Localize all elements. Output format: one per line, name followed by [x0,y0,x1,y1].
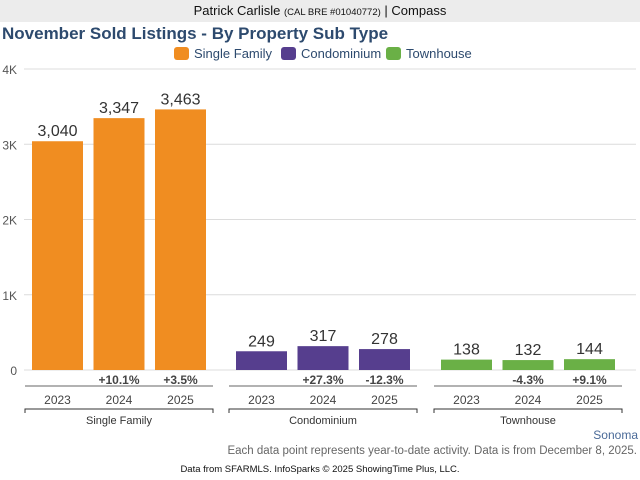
data-label: 144 [576,341,603,358]
data-credit: Data from SFARMLS. InfoSparks © 2025 Sho… [180,464,460,475]
x-tick-label: 2025 [371,393,398,407]
change-label: +10.1% [98,373,139,387]
bar-condominium-2025 [359,349,410,370]
y-tick-label: 3K [2,138,17,152]
header-separator: | [384,3,388,18]
y-tick-label: 2K [2,214,17,228]
brokerage-name: Compass [391,3,447,18]
group-label: Single Family [86,415,153,427]
y-tick-label: 1K [2,289,17,303]
change-label: +9.1% [572,373,607,387]
y-tick-label: 0 [10,364,17,378]
agent-license: (CAL BRE #01040772) [283,7,381,18]
legend-label: Single Family [194,46,273,61]
x-tick-label: 2024 [310,393,337,407]
data-note: Each data point represents year-to-date … [227,445,637,457]
region-label: Sonoma [593,428,638,442]
change-label: -4.3% [512,373,544,387]
data-label: 3,040 [37,123,77,140]
data-label: 132 [515,342,542,359]
bar-single-family-2024 [93,118,145,370]
data-label: 249 [248,333,275,350]
legend-swatch-condominium [281,47,296,60]
bar-townhouse-2024 [502,360,554,370]
legend-item-condominium[interactable]: Condominium [281,45,381,63]
bar-chart: 0 1K 2K 3K 4K 3,040 2023 3,347 +10.1% 2024 3,463 +3… [2,63,636,427]
legend-label: Townhouse [406,46,472,61]
legend-swatch-single-family [174,47,189,60]
group-label: Condominium [289,415,357,427]
agent-name: Patrick Carlisle [193,3,281,18]
data-label: 3,347 [99,100,139,117]
change-label: +27.3% [302,373,343,387]
x-tick-label: 2025 [167,393,194,407]
x-tick-label: 2024 [515,393,542,407]
data-label: 3,463 [160,91,200,108]
data-label: 317 [310,328,337,345]
bar-condominium-2023 [236,351,287,370]
group-bracket [433,408,623,413]
data-label: 278 [371,331,398,348]
legend-label: Condominium [301,46,382,61]
group-bracket [228,408,418,413]
chart-legend: Single Family Condominium Townhouse [0,45,640,63]
bar-condominium-2024 [297,346,349,370]
change-label: +3.5% [163,373,198,387]
y-tick-label: 4K [2,63,17,77]
group-label: Townhouse [500,415,556,427]
change-label: -12.3% [365,373,403,387]
x-tick-label: 2023 [453,393,480,407]
chart-title: November Sold Listings - By Property Sub… [2,24,389,43]
legend-swatch-townhouse [386,47,401,60]
group-bracket [24,408,214,413]
data-label: 138 [453,342,480,359]
agent-header: Patrick Carlisle (CAL BRE #01040772) | C… [0,0,640,22]
x-tick-label: 2023 [44,393,71,407]
legend-item-townhouse[interactable]: Townhouse [386,45,472,63]
bar-townhouse-2023 [441,359,492,370]
bar-single-family-2023 [32,141,83,370]
x-tick-label: 2023 [248,393,275,407]
bar-townhouse-2025 [564,359,615,370]
bar-single-family-2025 [155,109,206,371]
x-tick-label: 2024 [106,393,133,407]
legend-item-single-family[interactable]: Single Family [174,45,272,63]
x-tick-label: 2025 [576,393,603,407]
